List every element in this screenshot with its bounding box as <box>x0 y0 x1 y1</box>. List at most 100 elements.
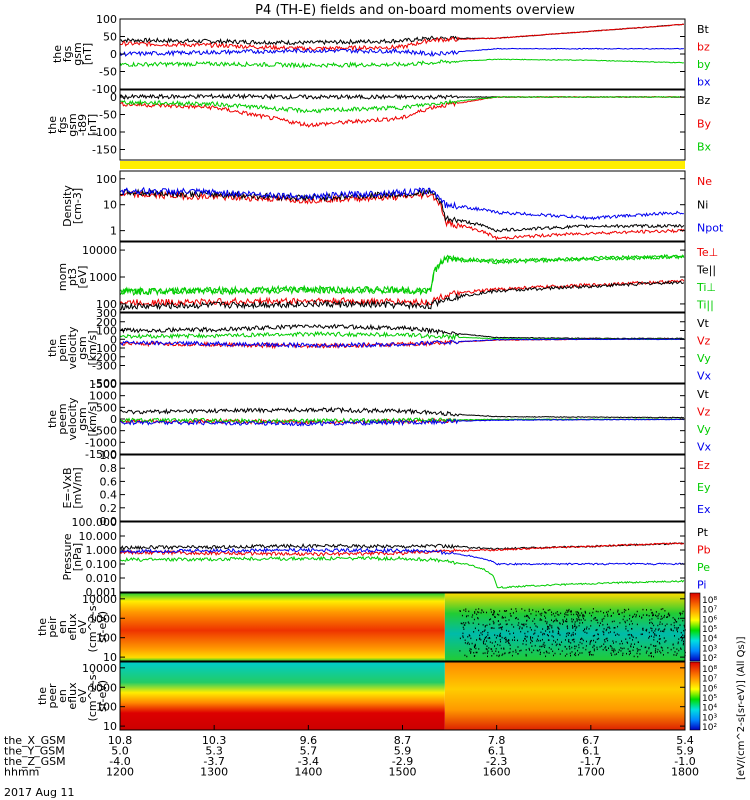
spectrogram-pixel <box>546 650 548 653</box>
spectrogram-pixel <box>482 642 484 645</box>
spectrogram-pixel <box>464 642 466 644</box>
spectrogram-pixel <box>661 617 663 620</box>
spectrogram-pixel <box>551 625 553 627</box>
spectrogram-pixel <box>654 633 656 635</box>
spectrogram-pixel <box>463 609 465 611</box>
spectrogram-pixel <box>501 615 503 618</box>
spectrogram-pixel <box>597 621 599 624</box>
legend-entry: Vz <box>697 335 711 348</box>
spectrogram-pixel <box>609 631 611 633</box>
y-tick-label: 10000 <box>82 593 117 606</box>
spectrogram-pixel <box>531 640 533 643</box>
spectrogram-pixel <box>683 624 685 627</box>
spectrogram-pixel <box>580 638 582 641</box>
spectrogram-pixel <box>576 619 578 621</box>
spectrogram-pixel <box>663 614 665 617</box>
spectrogram-pixel <box>556 643 558 645</box>
legend-entry: By <box>697 117 712 130</box>
y-axis-label: [mV/m] <box>71 467 84 508</box>
spectrogram-pixel <box>590 639 592 642</box>
spectrogram-pixel <box>539 618 541 620</box>
spectrogram-pixel <box>596 648 598 651</box>
spectrogram-pixel <box>589 641 591 644</box>
spectrogram-pixel <box>501 654 503 657</box>
spectrogram-pixel <box>581 637 583 640</box>
spectrogram-pixel <box>571 618 573 620</box>
spectrogram-pixel <box>592 646 594 649</box>
spectrogram-pixel <box>604 615 606 617</box>
spectrogram-pixel <box>459 610 461 612</box>
spectrogram-pixel <box>589 643 591 645</box>
x-row-label: the_X_GSM <box>4 734 66 747</box>
spectrogram-pixel <box>559 622 561 624</box>
series-line-Vx <box>119 417 685 427</box>
spectrogram-pixel <box>682 619 684 622</box>
spectrogram-pixel <box>650 652 652 654</box>
spectrogram-pixel <box>555 612 557 614</box>
spectrogram-pixel <box>614 649 616 652</box>
spectrogram-pixel <box>574 652 576 654</box>
spectrogram-pixel <box>582 622 584 624</box>
spectrogram-pixel <box>526 635 528 638</box>
spectrogram-pixel <box>655 628 657 630</box>
spectrogram-pixel <box>503 648 505 650</box>
spectrogram-pixel <box>467 621 469 623</box>
y-axis-label: eflux <box>66 682 79 710</box>
spectrogram-pixel <box>564 620 566 622</box>
spectrogram-pixel <box>532 636 534 639</box>
spectrogram-pixel <box>606 613 608 616</box>
spectrogram-pixel <box>486 645 488 647</box>
spectrogram-pixel <box>505 629 507 632</box>
spectrogram-pixel <box>555 619 557 622</box>
x-tick-label: -4.0 <box>109 755 130 768</box>
spectrogram-pixel <box>682 634 684 636</box>
y-axis-label: [km/s] <box>86 401 99 436</box>
spectrogram-pixel <box>565 620 567 623</box>
spectrogram-pixel <box>648 614 650 617</box>
spectrogram-pixel <box>533 633 535 635</box>
spectrogram-pixel <box>530 636 532 639</box>
spectrogram-pixel <box>659 621 661 623</box>
spectrogram-pixel <box>526 620 528 622</box>
y-tick-label: 0.2 <box>100 502 118 515</box>
spectrogram-pixel <box>666 623 668 625</box>
colorbar-tick-label: 10⁶ <box>702 615 717 625</box>
y-tick-label: 100 <box>96 325 117 338</box>
spectrogram-pixel <box>682 640 684 643</box>
spectrogram-pixel <box>527 616 529 618</box>
spectrogram-pixel <box>482 652 484 655</box>
spectrogram-pixel <box>653 624 655 627</box>
legend-entry: Te|| <box>696 264 716 277</box>
spectrogram-pixel <box>625 625 627 628</box>
legend-entry: Vy <box>697 352 711 365</box>
spectrogram-pixel <box>607 610 609 613</box>
spectrogram-pixel <box>486 640 488 642</box>
legend-entry: Te⊥ <box>696 246 718 259</box>
spectrogram-pixel <box>584 610 586 613</box>
spectrogram-pixel <box>570 642 572 644</box>
x-tick-label: 5.9 <box>676 745 694 758</box>
colorbar-tick-label: 10⁷ <box>702 606 717 616</box>
spectrogram-pixel <box>520 630 522 633</box>
spectrogram-pixel <box>508 630 510 633</box>
spectrogram-pixel <box>572 631 574 634</box>
y-tick-label: 10.000 <box>79 530 118 543</box>
spectrogram-pixel <box>670 648 672 651</box>
spectrogram-pixel <box>645 646 647 648</box>
spectrogram-pixel <box>510 615 512 617</box>
spectrogram-pixel <box>564 615 566 618</box>
spectrogram-pixel <box>589 650 591 653</box>
x-tick-label: 1200 <box>106 766 134 779</box>
legend-entry: Ex <box>697 503 711 516</box>
spectrogram-pixel <box>474 643 476 646</box>
spectrogram-pixel <box>676 652 678 655</box>
y-axis-label: E=-VxB <box>61 467 74 508</box>
spectrogram-pixel <box>561 641 563 643</box>
spectrogram-pixel <box>620 647 622 649</box>
spectrogram-pixel <box>530 639 532 642</box>
spectrogram-pixel <box>677 626 679 629</box>
spectrogram-pixel <box>496 634 498 637</box>
spectrogram-pixel <box>573 638 575 641</box>
spectrogram-pixel <box>678 649 680 652</box>
spectrogram-pixel <box>581 612 583 614</box>
